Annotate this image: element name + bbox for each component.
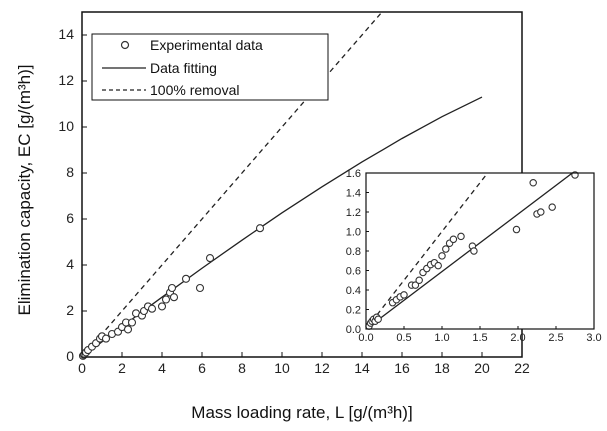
inset-data-point <box>457 232 465 241</box>
main-x-tick-label: 6 <box>198 360 206 376</box>
inset-y-tick-label: 0.0 <box>346 324 361 336</box>
inset-data-point <box>374 315 382 323</box>
main-x-tick-label: 22 <box>514 360 530 376</box>
main-y-tick-label: 4 <box>66 256 74 272</box>
inset-y-tick-label: 1.2 <box>346 207 361 219</box>
inset-x-tick-label: 0.0 <box>358 332 373 344</box>
legend: Experimental data Data fitting 100% remo… <box>91 33 329 101</box>
inset-data-point <box>411 281 420 289</box>
inset-x-tick-label: 1.5 <box>472 332 487 344</box>
inset-data-point <box>400 291 408 299</box>
inset-data-point <box>438 252 446 260</box>
inset-plot-area <box>365 171 579 330</box>
main-x-tick-label: 2 <box>118 360 126 376</box>
main-data-point <box>157 302 167 311</box>
main-y-tick-label: 6 <box>66 210 74 226</box>
main-y-tick-label: 12 <box>58 72 74 88</box>
main-x-tick-label: 18 <box>434 360 450 376</box>
inset-x-tick-label: 2.5 <box>548 332 563 344</box>
main-x-tick-label: 14 <box>354 360 370 376</box>
main-data-point <box>169 293 179 302</box>
main-data-point <box>167 283 177 293</box>
inset-data-point <box>512 225 521 234</box>
main-data-point <box>255 224 265 233</box>
main-data-point <box>161 295 171 304</box>
main-x-tick-label: 16 <box>394 360 410 376</box>
inset-axes-ticks: 0.0 0.5 1.0 1.5 2.0 2.5 3.0 0.0 0.2 0.4 0.6 0.8 1.0 1… <box>346 168 602 344</box>
inset-x-tick-label: 2.0 <box>510 332 525 344</box>
inset-x-tick-label: 0.5 <box>396 332 411 344</box>
main-x-tick-label: 12 <box>314 360 330 376</box>
inset-data-point <box>548 203 556 211</box>
inset-y-tick-label: 0.2 <box>346 305 361 317</box>
main-x-tick-label: 4 <box>158 360 166 376</box>
main-data-point <box>195 283 205 293</box>
main-y-tick-label: 2 <box>66 302 74 318</box>
inset-y-tick-label: 0.4 <box>346 285 361 297</box>
legend-box <box>91 33 329 101</box>
inset-y-tick-label: 1.4 <box>346 188 361 200</box>
inset-x-tick-label: 1.0 <box>434 332 449 344</box>
main-x-tick-label: 8 <box>238 360 246 376</box>
legend-label-fitting: Data fitting <box>150 60 217 76</box>
legend-label-removal: 100% removal <box>150 82 240 98</box>
main-data-point <box>123 325 133 334</box>
inset-y-tick-label: 1.6 <box>346 168 361 180</box>
inset-data-point <box>415 276 423 284</box>
legend-label-experimental: Experimental data <box>150 37 263 53</box>
inset-y-tick-label: 0.6 <box>346 266 361 278</box>
main-y-tick-label: 10 <box>58 118 74 134</box>
inset-data-point <box>470 247 478 255</box>
main-data-point <box>147 304 157 313</box>
main-x-tick-label: 20 <box>474 360 490 376</box>
main-data-point <box>205 254 215 263</box>
inset-data-point <box>537 208 545 216</box>
inset-data-point <box>434 261 442 270</box>
main-removal-line <box>82 12 383 357</box>
main-data-point <box>101 334 111 343</box>
inset-data-point <box>442 245 450 253</box>
inset-data-point <box>529 179 537 187</box>
main-y-tick-label: 0 <box>66 348 74 364</box>
main-y-axis-title: Elimination capacity, EC [g/(m³h)] <box>15 65 34 316</box>
inset-y-tick-label: 1.0 <box>346 227 361 239</box>
inset-y-tick-label: 0.8 <box>346 246 361 258</box>
main-y-tick-label: 8 <box>66 164 74 180</box>
inset-background <box>366 173 594 329</box>
main-x-tick-label: 10 <box>274 360 290 376</box>
main-data-point <box>127 318 137 327</box>
inset-removal-line <box>366 173 489 329</box>
main-data-point <box>181 274 191 283</box>
main-y-tick-label: 14 <box>58 26 74 42</box>
inset-data-point <box>449 235 458 244</box>
main-x-axis-title: Mass loading rate, L [g/(m³h)] <box>191 403 412 422</box>
main-plot-area <box>78 12 483 360</box>
main-x-tick-label: 0 <box>78 360 86 376</box>
legend-marker-experimental <box>120 40 130 50</box>
main-axes-ticks: 0 2 4 6 8 10 12 14 16 18 20 22 0 2 4 6 8 10 12 14 <box>58 26 530 376</box>
inset-x-tick-label: 3.0 <box>586 332 601 344</box>
